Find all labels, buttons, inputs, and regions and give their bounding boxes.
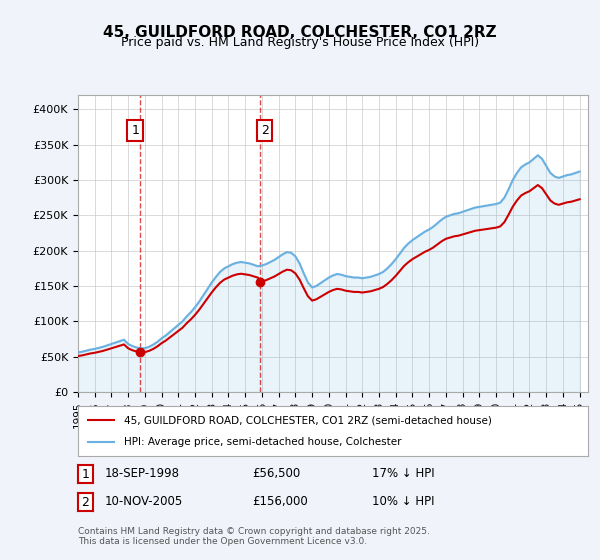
Text: 2: 2 [260,124,269,137]
Text: 17% ↓ HPI: 17% ↓ HPI [372,466,434,480]
Text: 1: 1 [131,124,139,137]
Text: 18-SEP-1998: 18-SEP-1998 [105,466,180,480]
Text: HPI: Average price, semi-detached house, Colchester: HPI: Average price, semi-detached house,… [124,437,401,447]
Text: £156,000: £156,000 [252,494,308,508]
Text: £56,500: £56,500 [252,466,300,480]
Text: 10-NOV-2005: 10-NOV-2005 [105,494,183,508]
Text: 2: 2 [82,496,89,509]
Text: Contains HM Land Registry data © Crown copyright and database right 2025.
This d: Contains HM Land Registry data © Crown c… [78,526,430,546]
Text: 45, GUILDFORD ROAD, COLCHESTER, CO1 2RZ: 45, GUILDFORD ROAD, COLCHESTER, CO1 2RZ [103,25,497,40]
Text: 45, GUILDFORD ROAD, COLCHESTER, CO1 2RZ (semi-detached house): 45, GUILDFORD ROAD, COLCHESTER, CO1 2RZ … [124,415,492,425]
Text: Price paid vs. HM Land Registry's House Price Index (HPI): Price paid vs. HM Land Registry's House … [121,36,479,49]
Text: 10% ↓ HPI: 10% ↓ HPI [372,494,434,508]
Text: 1: 1 [82,468,89,481]
